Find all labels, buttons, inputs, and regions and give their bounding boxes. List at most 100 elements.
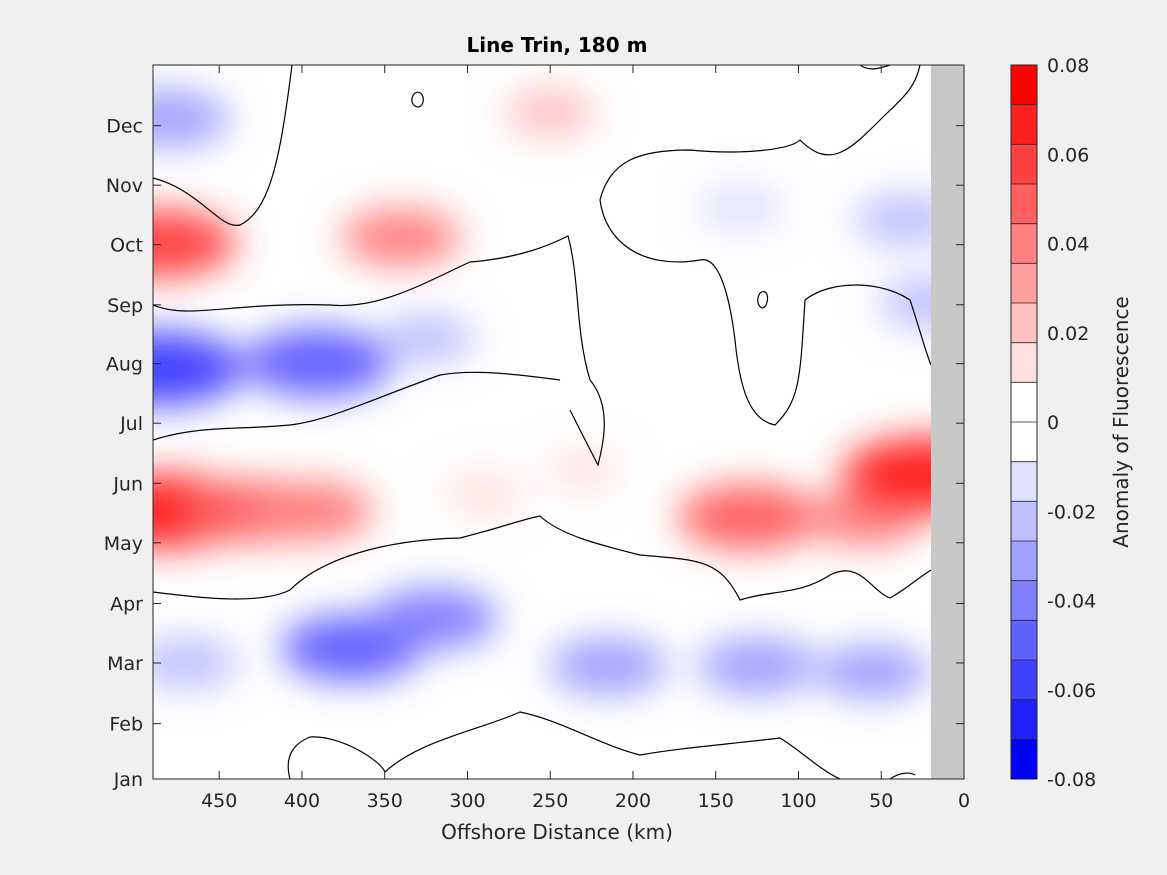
plot-frame [152, 64, 965, 780]
colorbar-segment [1011, 620, 1037, 661]
y-tick-label: Jul [119, 413, 143, 435]
colorbar-segment [1011, 580, 1037, 621]
anomaly-core [566, 459, 601, 480]
y-tick-label: Mar [107, 653, 143, 675]
colorbar-tick-label: -0.08 [1047, 769, 1096, 791]
y-tick-label: Feb [109, 714, 143, 736]
colorbar-segment [1011, 660, 1037, 701]
anomaly-core [163, 650, 209, 676]
anomaly-core [407, 603, 461, 633]
x-tick-label: 250 [532, 790, 568, 812]
anomaly-core [583, 651, 634, 680]
anomaly-core [839, 503, 890, 532]
anomaly-blob [878, 276, 931, 330]
anomaly-core [405, 326, 447, 351]
zero-contour-line [153, 65, 293, 226]
colorbar-segment [1011, 104, 1037, 145]
anomaly-blob [153, 331, 244, 406]
y-tick-label: May [104, 533, 143, 555]
colorbar-tick-label: 0 [1047, 412, 1059, 434]
colorbar: 0.08 0.06 0.04 0.02 0 -0.02 -0.04 -0.06 -0.08 An… [1010, 55, 1133, 791]
anomaly-core [283, 496, 337, 526]
colorbar-segment [1011, 739, 1037, 780]
colorbar-tick-label: -0.06 [1047, 680, 1096, 702]
y-tick-label: Apr [110, 593, 143, 615]
anomaly-field [153, 89, 931, 700]
x-tick-label: 50 [869, 790, 893, 812]
anomaly-core [153, 350, 195, 387]
colorbar-segment [1011, 263, 1037, 304]
x-tick-label: 300 [449, 790, 485, 812]
anomaly-core [908, 290, 931, 316]
zero-contour-line [384, 711, 841, 779]
colorbar-label: Anomaly of Fluorescence [1109, 296, 1133, 547]
x-tick-label: 200 [615, 790, 651, 812]
x-tick-label: 150 [698, 790, 734, 812]
colorbar-segment [1011, 461, 1037, 502]
zero-contour-line [287, 736, 386, 779]
colorbar-segment [1011, 382, 1037, 423]
anomaly-core [892, 457, 931, 494]
y-tick-label: Aug [106, 354, 143, 376]
y-tick-label: Jun [112, 473, 143, 495]
anomaly-core [288, 346, 350, 379]
zero-contour-line [153, 371, 561, 441]
colorbar-segment [1011, 342, 1037, 383]
colorbar-segment [1011, 223, 1037, 264]
anomaly-core [153, 104, 195, 133]
y-tick-label: Nov [106, 175, 143, 197]
x-tick-label: 450 [201, 790, 237, 812]
plot-area: 450 400 350 300 250 200 150 100 50 0 Jan Feb Mar Apr… [104, 64, 970, 812]
colorbar-segment [1011, 422, 1037, 463]
colorbar-tick-label: 0.06 [1047, 144, 1089, 166]
anomaly-core [465, 482, 503, 505]
anomaly-blob [153, 209, 237, 278]
chart-title: Line Trin, 180 m [467, 33, 648, 57]
zero-contour-line [411, 91, 424, 108]
zero-contour-line [599, 65, 921, 201]
colorbar-segment [1011, 541, 1037, 582]
zero-contour-line [889, 772, 916, 779]
y-tick-label: Jan [113, 769, 143, 791]
zero-contours [153, 65, 931, 779]
anomaly-core [721, 196, 761, 220]
anomaly-core [849, 658, 897, 686]
x-axis-label: Offshore Distance (km) [441, 820, 673, 844]
colorbar-segment [1011, 303, 1037, 344]
colorbar-frame [1010, 64, 1038, 780]
x-tick-label: 400 [284, 790, 320, 812]
anomaly-core [732, 651, 783, 680]
anomaly-blob [841, 436, 931, 515]
y-tick-label: Sep [107, 295, 143, 317]
zero-contour-line [153, 235, 605, 467]
anomaly-core [719, 501, 778, 534]
x-axis: 450 400 350 300 250 200 150 100 50 0 [201, 65, 970, 812]
y-tick-label: Dec [106, 116, 143, 138]
y-axis: Jan Feb Mar Apr May Jun Jul Aug Sep Oct Nov Dec [104, 116, 964, 791]
zero-contour-line [859, 65, 891, 70]
x-tick-label: 350 [367, 790, 403, 812]
colorbar-tick-label: 0.02 [1047, 323, 1089, 345]
anomaly-core [376, 223, 427, 252]
colorbar-tick-label: -0.04 [1047, 591, 1096, 613]
anomaly-core [153, 227, 192, 260]
zero-contour-line [599, 199, 931, 426]
anomaly-core [530, 101, 570, 125]
no-data-band [931, 65, 964, 779]
colorbar-tick-label: 0.04 [1047, 234, 1089, 256]
x-tick-label: 0 [958, 790, 970, 812]
colorbar-segment [1011, 184, 1037, 225]
y-tick-label: Oct [110, 235, 143, 257]
colorbar-segment [1011, 699, 1037, 740]
colorbar-segment [1011, 144, 1037, 185]
zero-contour-line [757, 291, 769, 309]
colorbar-segment [1011, 501, 1037, 542]
colorbar-tick-label: -0.02 [1047, 501, 1096, 523]
zero-contour-line [153, 515, 931, 601]
colorbar-segment [1011, 65, 1037, 106]
colorbar-tick-label: 0.08 [1047, 55, 1089, 77]
anomaly-core [883, 206, 929, 233]
x-tick-label: 100 [780, 790, 816, 812]
anomaly-core [322, 632, 381, 664]
